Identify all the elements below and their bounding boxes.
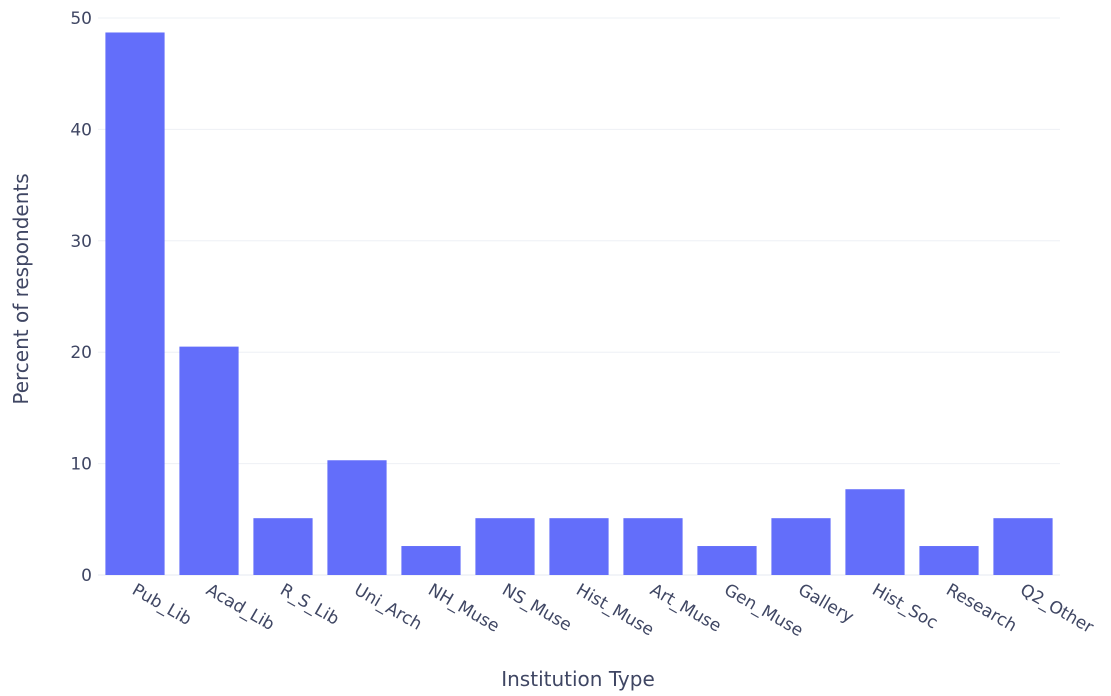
y-axis-title: Percent of respondents xyxy=(9,173,33,404)
x-tick-label: Uni_Arch xyxy=(351,580,426,635)
bar-uni-arch[interactable] xyxy=(327,460,387,575)
gridlines xyxy=(98,17,1060,576)
x-tick-label: R_S_Lib xyxy=(277,580,343,630)
bar-hist-soc[interactable] xyxy=(845,489,905,575)
bars xyxy=(105,32,1053,576)
bar-q2-other[interactable] xyxy=(993,518,1053,575)
bar-hist-muse[interactable] xyxy=(549,518,609,575)
x-tick-label: Acad_Lib xyxy=(203,580,278,635)
x-tick-label: NS_Muse xyxy=(499,580,575,636)
x-tick-label: Art_Muse xyxy=(647,580,725,637)
x-tick-label: Hist_Soc xyxy=(869,580,941,633)
y-axis-ticks: 0 10 20 30 40 50 xyxy=(70,9,92,586)
x-tick-label: Research xyxy=(943,580,1021,636)
x-tick-label: Pub_Lib xyxy=(129,580,195,630)
y-tick-label: 30 xyxy=(70,232,92,252)
x-axis-title: Institution Type xyxy=(501,667,655,691)
bar-acad-lib[interactable] xyxy=(179,346,239,575)
x-tick-label: NH_Muse xyxy=(425,580,503,637)
bar-ns-muse[interactable] xyxy=(475,518,535,575)
y-tick-label: 50 xyxy=(70,9,92,29)
x-tick-label: Gallery xyxy=(795,580,857,628)
bar-r-s-lib[interactable] xyxy=(253,518,313,575)
bar-art-muse[interactable] xyxy=(623,518,683,575)
bar-research[interactable] xyxy=(919,546,979,575)
y-tick-label: 10 xyxy=(70,455,92,475)
bar-pub-lib[interactable] xyxy=(105,32,165,576)
x-tick-label: Hist_Muse xyxy=(573,580,658,640)
x-tick-label: Gen_Muse xyxy=(721,580,807,641)
x-tick-label: Q2_Other xyxy=(1017,580,1097,638)
y-tick-label: 40 xyxy=(70,120,92,140)
bar-gen-muse[interactable] xyxy=(697,546,757,575)
bar-nh-muse[interactable] xyxy=(401,546,461,575)
y-tick-label: 20 xyxy=(70,343,92,363)
y-tick-label: 0 xyxy=(81,566,92,586)
bar-gallery[interactable] xyxy=(771,518,831,575)
